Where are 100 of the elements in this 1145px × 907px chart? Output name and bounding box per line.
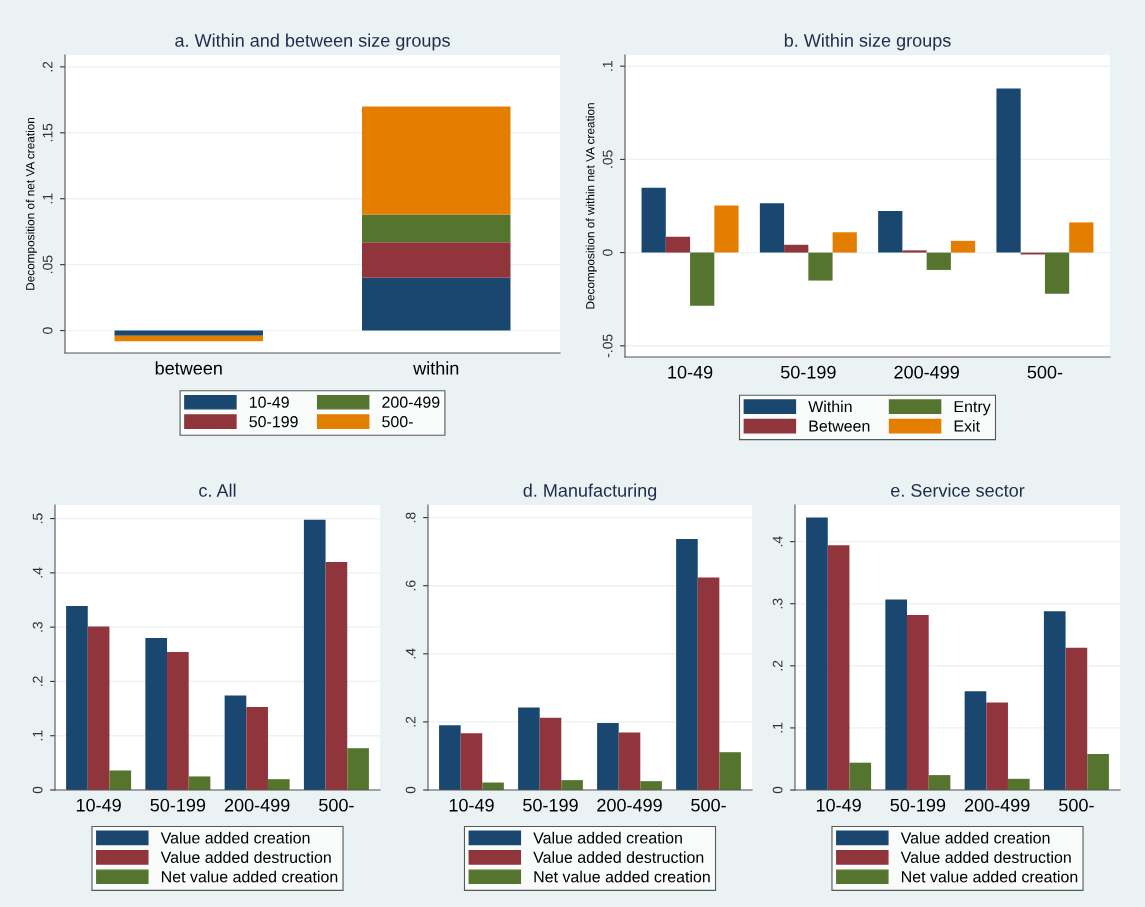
- bar: [518, 707, 540, 790]
- y-axis-title: Decomposition of within net VA creation: [585, 103, 597, 309]
- bar: [1087, 753, 1109, 790]
- bar: [928, 775, 951, 790]
- bar: [1043, 611, 1066, 790]
- bar: [926, 252, 951, 270]
- y-tick-label: 0: [42, 327, 53, 334]
- y-tick-label: .05: [602, 150, 613, 168]
- y-tick-label: .3: [32, 621, 43, 632]
- y-tick-label: .4: [405, 648, 416, 659]
- y-tick-label: .1: [32, 730, 43, 741]
- x-tick-label: 10-49: [816, 798, 861, 812]
- legend-label: 10-49: [249, 396, 289, 408]
- bar: [460, 733, 483, 790]
- bar: [902, 250, 927, 253]
- y-tick-label: .1: [772, 722, 783, 733]
- x-tick-label: 50-199: [523, 798, 578, 812]
- bar: [362, 106, 511, 215]
- y-tick-label: .2: [405, 716, 416, 727]
- bar: [676, 539, 698, 790]
- chart-title: a. Within and between size groups: [175, 33, 450, 51]
- bar: [347, 748, 369, 790]
- bar: [907, 614, 929, 790]
- bar: [832, 232, 857, 253]
- bar: [188, 776, 211, 790]
- legend-label: Value added destruction: [160, 851, 331, 864]
- chart-title: d. Manufacturing: [523, 483, 657, 501]
- chart-title: c. All: [199, 483, 236, 497]
- bar: [362, 214, 511, 243]
- x-tick-label: 200-499: [224, 798, 290, 812]
- bar: [690, 252, 715, 306]
- x-tick-label: within: [413, 361, 459, 375]
- x-tick-label: 50-199: [890, 798, 946, 812]
- legend-label: Exit: [954, 419, 980, 432]
- legend-label: Value added creation: [533, 831, 682, 844]
- bar: [641, 187, 666, 253]
- bar: [246, 706, 268, 790]
- bar: [597, 722, 619, 790]
- y-tick-label: .2: [32, 676, 43, 686]
- chart-title: b. Within size groups: [784, 33, 951, 51]
- legend-label: Between: [809, 420, 870, 432]
- bar: [362, 242, 511, 278]
- bar: [109, 770, 132, 790]
- y-tick-label: -.05: [602, 334, 613, 358]
- y-tick-label: .05: [42, 255, 53, 274]
- x-tick-label: 500-: [691, 798, 726, 812]
- y-tick-label: 0: [772, 786, 783, 794]
- x-tick-label: 500-: [1027, 365, 1063, 379]
- y-tick-label: .2: [772, 660, 783, 671]
- x-tick-label: 10-49: [668, 365, 713, 379]
- y-tick-label: .1: [602, 61, 613, 71]
- bar: [87, 626, 110, 790]
- legend-label: 500-: [382, 416, 413, 428]
- y-tick-label: 0: [32, 786, 43, 794]
- legend-label: Value added creation: [900, 831, 1050, 844]
- bar: [1007, 778, 1030, 790]
- bar: [964, 691, 987, 790]
- bar: [808, 252, 833, 281]
- x-tick-label: 200-499: [894, 365, 959, 379]
- bar: [1069, 222, 1094, 253]
- bar: [996, 88, 1021, 253]
- bar: [719, 752, 741, 790]
- bar: [878, 211, 903, 253]
- legend-label: Value added destruction: [533, 851, 704, 864]
- bar: [806, 517, 828, 790]
- bar: [114, 335, 263, 342]
- y-tick-label: .3: [772, 598, 783, 609]
- y-tick-label: .4: [32, 567, 43, 578]
- bar: [66, 605, 88, 790]
- bar: [362, 277, 511, 331]
- bar: [827, 545, 850, 790]
- legend-label: Net value added creation: [161, 870, 338, 883]
- y-tick-label: .4: [772, 536, 783, 547]
- legend-label: 50-199: [249, 416, 298, 428]
- chart-title: e. Service sector: [891, 483, 1025, 497]
- bar: [849, 762, 872, 790]
- bar: [665, 236, 691, 253]
- y-tick-label: 0: [602, 249, 613, 256]
- x-tick-label: 10-49: [449, 798, 494, 812]
- y-tick-label: .8: [405, 512, 416, 523]
- x-tick-label: 200-499: [964, 798, 1030, 812]
- bar: [618, 732, 641, 790]
- bar: [267, 779, 290, 790]
- y-tick-label: .2: [42, 61, 53, 72]
- bar: [561, 780, 583, 790]
- legend-label: 200-499: [382, 396, 440, 408]
- legend-label: Value added destruction: [900, 851, 1071, 864]
- bar: [714, 205, 739, 253]
- bar: [986, 702, 1008, 790]
- legend-label: Net value added creation: [534, 870, 710, 883]
- bar: [1044, 252, 1070, 294]
- bar: [1065, 647, 1088, 790]
- y-tick-label: .15: [42, 123, 53, 142]
- x-tick-label: 10-49: [76, 798, 121, 812]
- bar: [114, 330, 263, 336]
- legend-label: Within: [808, 400, 852, 413]
- x-tick-label: 50-199: [780, 365, 836, 379]
- bar: [885, 599, 908, 790]
- x-tick-label: 500-: [1059, 798, 1094, 812]
- bar: [759, 203, 785, 253]
